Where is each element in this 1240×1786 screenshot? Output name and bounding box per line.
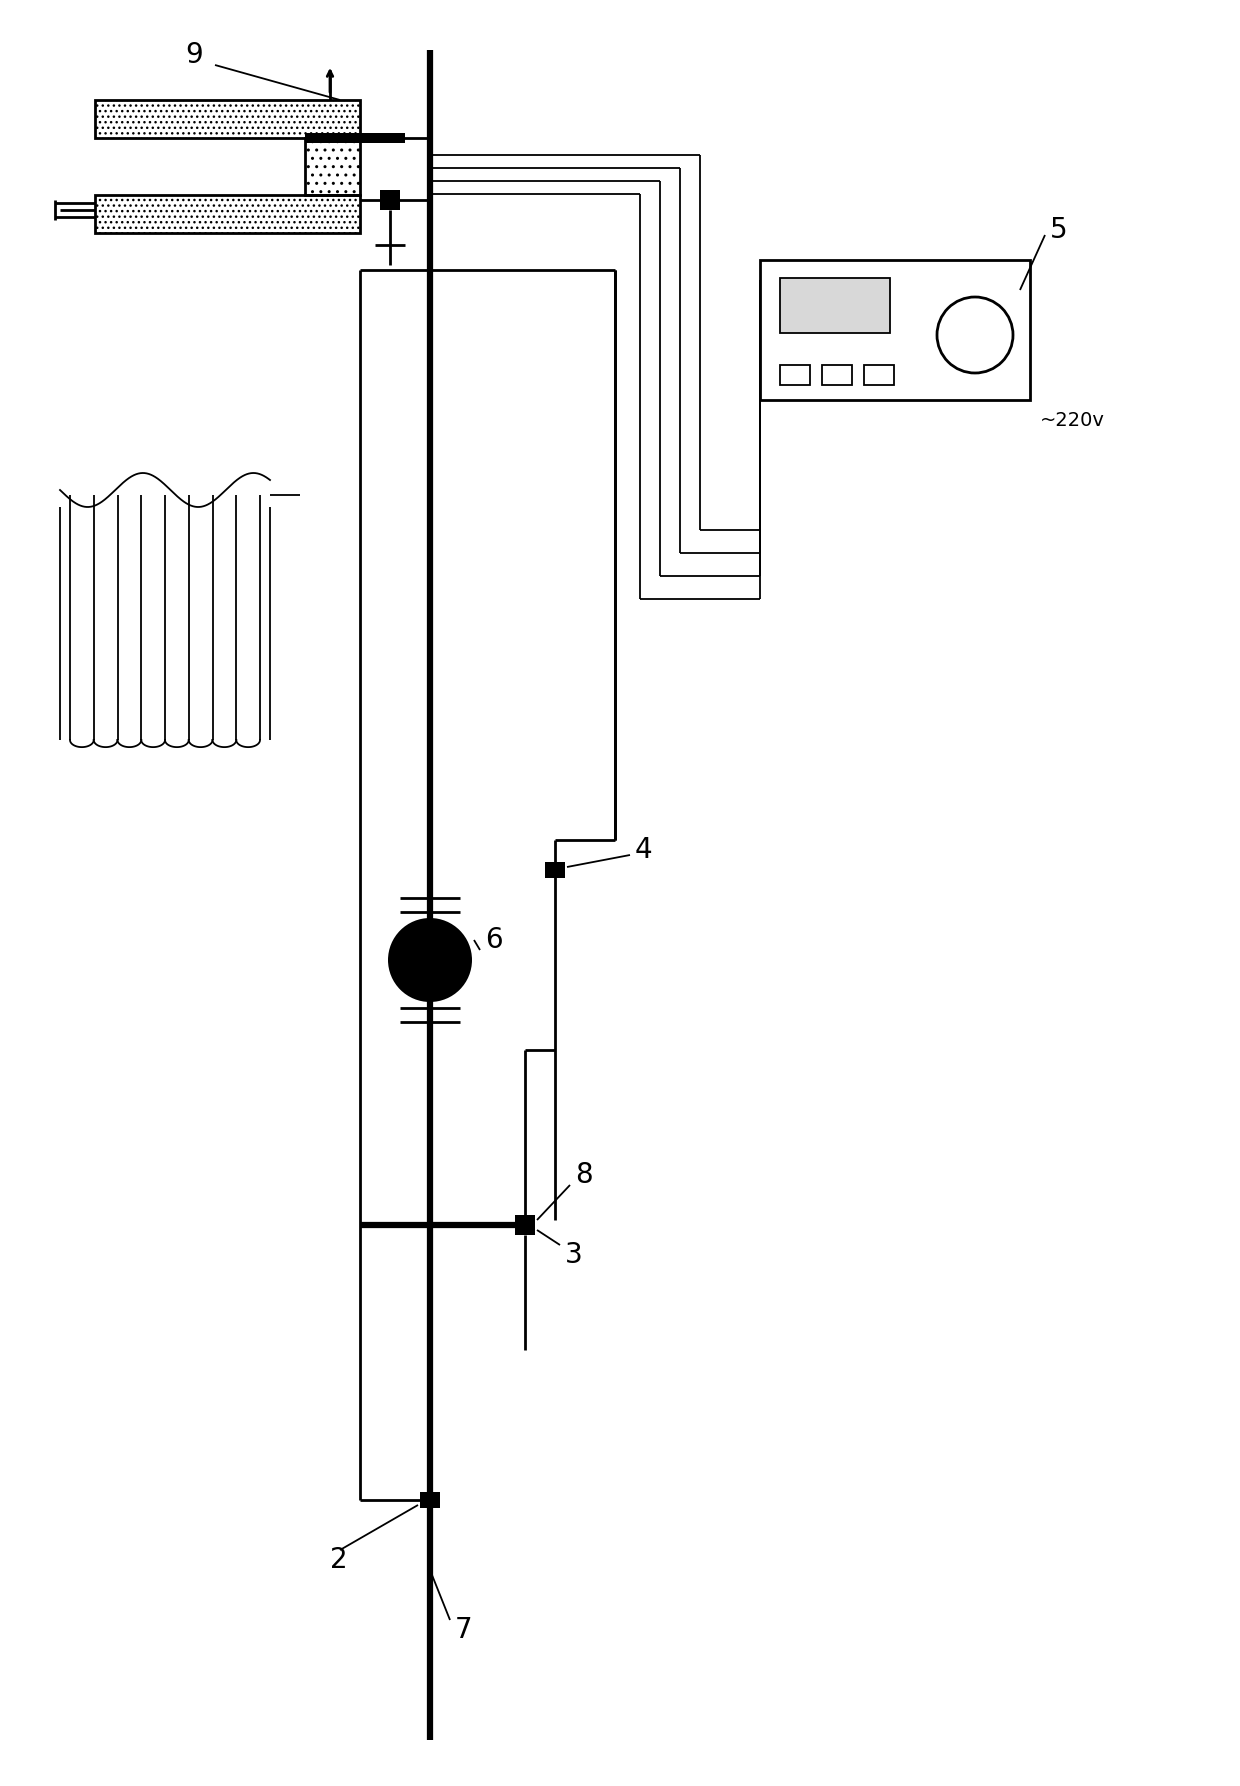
Bar (305, 132, 405, 143)
Bar (864, 364, 894, 386)
Bar (822, 364, 852, 386)
Circle shape (937, 296, 1013, 373)
Text: 8: 8 (575, 1161, 593, 1189)
Bar (780, 279, 890, 332)
Bar (515, 1214, 534, 1234)
Text: ~220v: ~220v (1040, 411, 1105, 429)
Bar (95, 195, 360, 232)
Text: 6: 6 (485, 925, 502, 954)
Bar (760, 261, 1030, 400)
Circle shape (388, 918, 472, 1002)
Bar (420, 1491, 440, 1507)
Bar (379, 189, 401, 211)
Bar (780, 364, 810, 386)
Bar (305, 138, 360, 195)
Text: 4: 4 (635, 836, 652, 864)
Bar (95, 100, 360, 138)
Bar (546, 863, 565, 879)
Text: 9: 9 (185, 41, 203, 70)
Text: 7: 7 (455, 1616, 472, 1643)
Text: 5: 5 (1050, 216, 1068, 245)
Text: 2: 2 (330, 1547, 347, 1573)
Text: 3: 3 (565, 1241, 583, 1270)
